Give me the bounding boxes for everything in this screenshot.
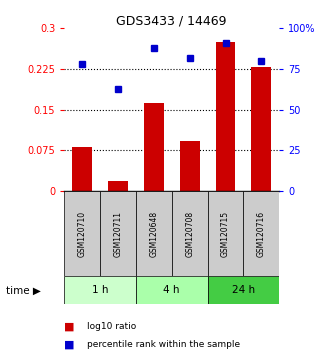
Text: 1 h: 1 h (92, 285, 108, 295)
Text: percentile rank within the sample: percentile rank within the sample (87, 340, 240, 349)
Text: log10 ratio: log10 ratio (87, 322, 136, 331)
Text: GSM120715: GSM120715 (221, 211, 230, 257)
Bar (180, 141, 200, 191)
Bar (72, 147, 92, 191)
Bar (136, 276, 208, 304)
Text: 4 h: 4 h (163, 285, 180, 295)
Bar (251, 67, 271, 191)
Bar (100, 191, 136, 276)
Text: GSM120648: GSM120648 (149, 211, 158, 257)
Text: GSM120710: GSM120710 (78, 211, 87, 257)
Text: ■: ■ (64, 322, 75, 332)
Bar (208, 191, 243, 276)
Bar (108, 181, 128, 191)
Bar (216, 42, 235, 191)
Bar (172, 191, 208, 276)
Bar (64, 276, 136, 304)
Text: GSM120708: GSM120708 (185, 211, 194, 257)
Bar (136, 191, 172, 276)
Bar (243, 191, 279, 276)
Bar (208, 276, 279, 304)
Text: ■: ■ (64, 340, 75, 350)
Text: GSM120716: GSM120716 (257, 211, 266, 257)
Title: GDS3433 / 14469: GDS3433 / 14469 (117, 14, 227, 27)
Text: 24 h: 24 h (232, 285, 255, 295)
Text: GSM120711: GSM120711 (113, 211, 123, 257)
Text: time ▶: time ▶ (6, 285, 41, 295)
Bar (64, 191, 100, 276)
Bar (144, 103, 164, 191)
